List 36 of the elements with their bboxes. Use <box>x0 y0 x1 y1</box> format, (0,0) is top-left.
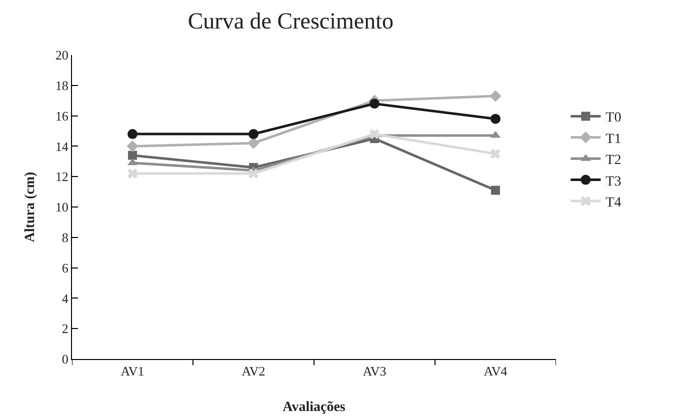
point <box>248 137 260 150</box>
x-axis-title: Avaliações <box>282 400 346 415</box>
legend-label: T3 <box>606 174 622 190</box>
x-tick-label: AV1 <box>120 364 144 379</box>
y-axis-title: Altura (cm) <box>23 171 38 242</box>
point <box>248 168 259 179</box>
point <box>369 128 380 140</box>
y-tick-label: 20 <box>55 48 68 63</box>
point <box>128 150 137 160</box>
legend-label: T0 <box>606 110 622 126</box>
x-tick-label: AV4 <box>484 364 508 379</box>
point <box>248 129 258 140</box>
x-tick-label: AV2 <box>242 364 266 379</box>
point <box>491 186 500 195</box>
point <box>490 148 501 159</box>
y-tick-label: 12 <box>55 169 68 184</box>
y-tick-label: 16 <box>55 108 69 124</box>
y-tick-label: 0 <box>62 352 68 367</box>
y-tick-label: 2 <box>62 321 68 336</box>
y-tick-label: 10 <box>55 200 68 215</box>
legend-label: T1 <box>606 132 622 147</box>
x-tick-label: AV3 <box>362 364 386 379</box>
y-tick-label: 8 <box>62 230 68 245</box>
point <box>127 168 138 179</box>
legend-label: T4 <box>606 195 622 210</box>
point <box>490 114 500 124</box>
legend-label: T2 <box>606 153 622 168</box>
y-tick-label: 14 <box>55 138 69 154</box>
y-tick-label: 4 <box>62 290 69 306</box>
y-tick-label: 6 <box>62 260 69 276</box>
chart-title: Curva de Crescimento <box>188 8 394 34</box>
point <box>128 129 138 140</box>
point <box>370 98 380 109</box>
point <box>490 90 502 102</box>
y-tick-label: 18 <box>55 78 68 93</box>
point <box>126 140 138 152</box>
